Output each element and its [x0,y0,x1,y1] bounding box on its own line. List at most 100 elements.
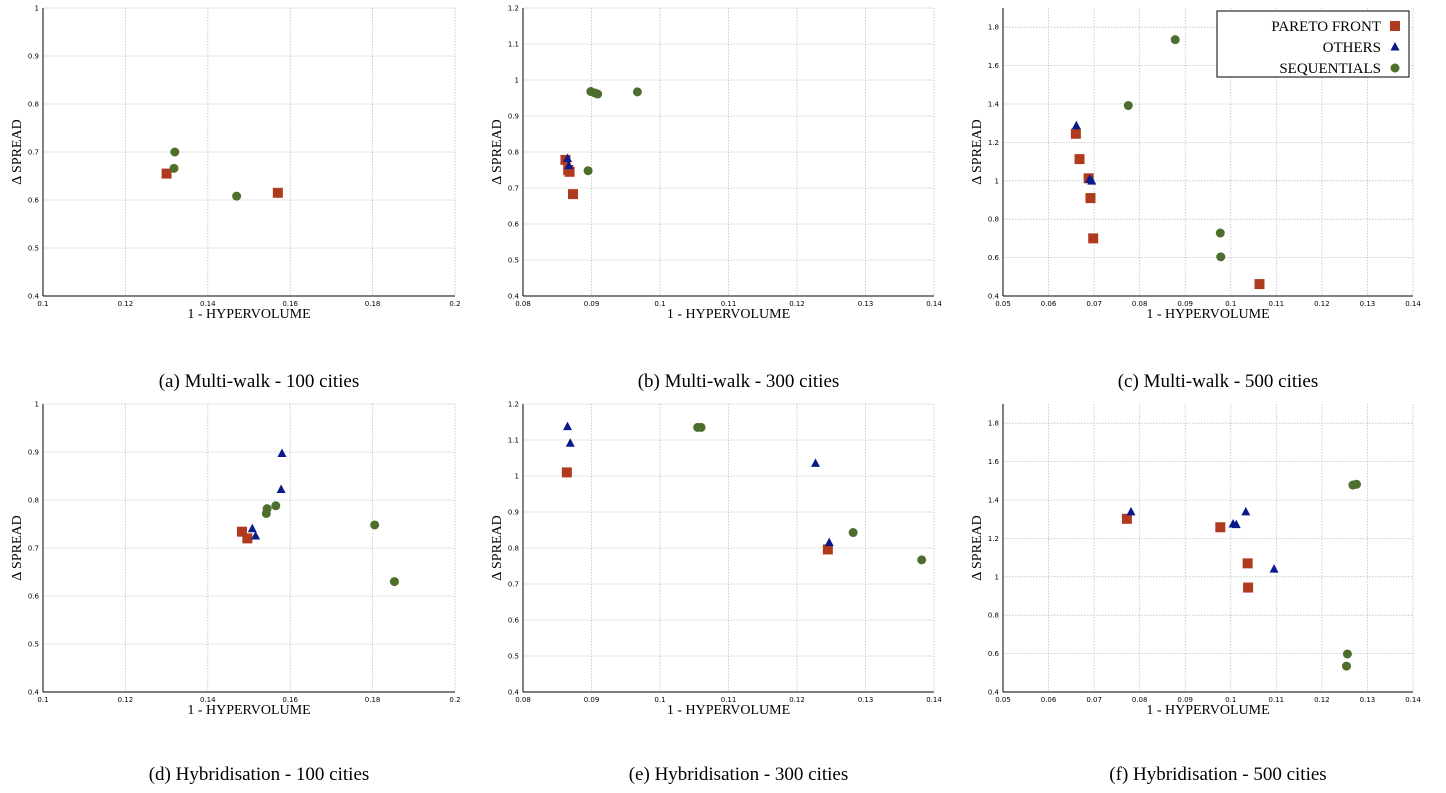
x-tick-label: 0.18 [365,300,381,308]
x-tick-label: 0.05 [995,696,1011,704]
x-tick-label: 0.12 [118,300,134,308]
x-tick-label: 0.12 [789,300,805,308]
y-tick-label: 0.6 [508,617,520,625]
x-tick-label: 0.14 [926,696,942,704]
chart-panel-6: 0.05 0.06 0.07 0.08 0.09 0.1 0.11 0.12 0.13 0.14 0… [970,404,1421,785]
legend-marker-sequentials [1390,63,1400,73]
chart-panel-4: 0.1 0.12 0.14 0.16 0.18 0.2 0.4 0.5 0.6 0.7 0.8 0.9… [10,401,461,786]
x-tick-label: 0.1 [37,696,48,704]
point-sequentials [389,577,399,587]
y-tick-label: 1.8 [988,420,999,428]
y-axis-label: Δ SPREAD [970,515,985,580]
x-tick-label: 0.14 [200,696,216,704]
y-tick-label: 0.4 [28,689,40,697]
y-tick-label: 0.5 [28,641,39,649]
point-sequentials [632,87,642,97]
point-sequentials [1215,228,1225,238]
y-tick-label: 0.5 [28,245,39,253]
x-tick-label: 0.16 [282,300,298,308]
x-tick-label: 0.1 [654,696,665,704]
x-tick-label: 0.12 [1314,696,1330,704]
x-tick-label: 0.05 [995,300,1011,308]
legend-marker-pareto [1390,21,1400,31]
y-tick-label: 0.7 [508,185,519,193]
point-pareto [1242,558,1253,569]
point-pareto [564,166,575,177]
panel-caption: (c) Multi-walk - 500 cities [1118,371,1319,392]
x-tick-label: 0.06 [1041,300,1057,308]
point-pareto [561,467,572,478]
point-pareto [1085,193,1096,204]
point-pareto [1254,279,1265,290]
point-sequentials [1342,649,1352,659]
x-axis-label: 1 - HYPERVOLUME [667,307,790,322]
point-others [251,531,261,540]
x-tick-label: 0.16 [282,696,298,704]
point-pareto [161,168,172,179]
x-tick-label: 0.08 [515,696,531,704]
y-tick-label: 0.4 [28,293,40,301]
point-pareto [242,533,253,544]
y-tick-label: 1 [515,473,519,481]
y-tick-label: 0.5 [508,653,519,661]
panel-caption: (a) Multi-walk - 100 cities [159,371,360,392]
x-tick-label: 0.14 [926,300,942,308]
y-tick-label: 0.6 [508,221,520,229]
point-sequentials [593,89,603,99]
point-sequentials [261,508,271,518]
x-tick-label: 0.13 [1360,696,1376,704]
x-tick-label: 0.09 [584,696,600,704]
legend-label-others: OTHERS [1323,40,1381,56]
legend-label-sequentials: SEQUENTIALS [1279,61,1381,77]
point-others [563,153,573,162]
point-sequentials [169,163,179,173]
point-pareto [272,187,283,198]
x-axis-label: 1 - HYPERVOLUME [1146,703,1269,718]
point-others [565,438,575,447]
x-tick-label: 0.1 [1225,696,1236,704]
y-tick-label: 1.2 [508,401,519,409]
y-tick-label: 0.9 [508,509,519,517]
y-tick-label: 0.8 [988,216,999,224]
point-sequentials [1123,101,1133,111]
point-sequentials [271,501,281,511]
point-sequentials [1341,661,1351,671]
x-tick-label: 0.11 [721,300,737,308]
x-tick-label: 0.12 [789,696,805,704]
chart-panel-1: 0.1 0.12 0.14 0.16 0.18 0.2 0.4 0.5 0.6 0.7 0.8 0.9… [10,5,461,393]
point-pareto [236,526,247,537]
point-others [1087,176,1097,185]
y-tick-label: 1.8 [988,24,999,32]
x-tick-label: 0.07 [1086,300,1102,308]
point-others [563,421,573,431]
x-tick-label: 0.2 [449,696,460,704]
y-tick-label: 1.2 [988,535,999,543]
y-tick-label: 0.4 [988,689,1000,697]
legend-box [1216,10,1410,78]
y-tick-label: 0.9 [28,53,39,61]
x-tick-label: 0.08 [1132,696,1148,704]
y-tick-label: 0.6 [988,254,1000,262]
panel-caption: (e) Hybridisation - 300 cities [629,764,849,785]
point-others [1269,564,1279,573]
x-tick-label: 0.14 [1405,696,1421,704]
point-others [1231,519,1241,529]
point-others [824,537,834,547]
y-tick-label: 1 [515,77,519,85]
y-tick-label: 1.4 [988,497,1000,505]
x-tick-label: 0.1 [654,300,665,308]
y-tick-label: 1.6 [988,458,1000,466]
point-pareto [1070,128,1081,139]
y-tick-label: 0.8 [28,497,39,505]
y-tick-label: 0.9 [508,113,519,121]
y-tick-label: 1.1 [508,41,519,49]
legend-marker-others [1390,42,1400,51]
y-tick-label: 1.2 [508,5,519,13]
legend: PARETO FRONT OTHERS SEQUENTIALS [1216,10,1410,78]
x-tick-label: 0.08 [1132,300,1148,308]
legend-label-pareto: PARETO FRONT [1271,19,1381,35]
x-tick-label: 0.18 [365,696,381,704]
y-tick-label: 0.6 [28,197,40,205]
point-others [277,448,287,457]
